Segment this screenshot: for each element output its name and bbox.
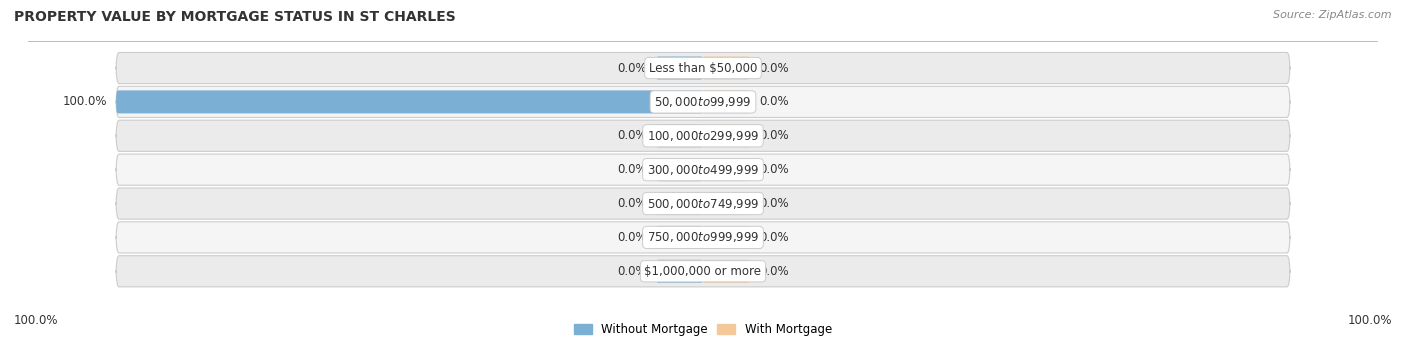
Text: $1,000,000 or more: $1,000,000 or more [644,265,762,278]
FancyBboxPatch shape [117,256,1289,287]
Text: 0.0%: 0.0% [759,163,789,176]
FancyBboxPatch shape [703,124,749,147]
Text: $500,000 to $749,999: $500,000 to $749,999 [647,196,759,210]
Text: $100,000 to $299,999: $100,000 to $299,999 [647,129,759,143]
FancyBboxPatch shape [703,260,749,283]
Text: 0.0%: 0.0% [759,61,789,75]
Text: 0.0%: 0.0% [759,95,789,108]
FancyBboxPatch shape [657,226,703,249]
Text: 0.0%: 0.0% [759,231,789,244]
Text: 0.0%: 0.0% [617,61,647,75]
Text: 0.0%: 0.0% [759,265,789,278]
FancyBboxPatch shape [117,120,1289,151]
Text: Source: ZipAtlas.com: Source: ZipAtlas.com [1274,10,1392,20]
Text: 100.0%: 100.0% [63,95,107,108]
Text: 0.0%: 0.0% [617,129,647,142]
FancyBboxPatch shape [703,158,749,181]
FancyBboxPatch shape [703,57,749,79]
FancyBboxPatch shape [703,192,749,215]
Text: $300,000 to $499,999: $300,000 to $499,999 [647,163,759,177]
FancyBboxPatch shape [117,53,1289,84]
Text: 0.0%: 0.0% [617,231,647,244]
FancyBboxPatch shape [117,86,1289,118]
FancyBboxPatch shape [657,260,703,283]
FancyBboxPatch shape [657,57,703,79]
FancyBboxPatch shape [703,90,749,114]
Text: $50,000 to $99,999: $50,000 to $99,999 [654,95,752,109]
Text: 0.0%: 0.0% [617,197,647,210]
Text: Less than $50,000: Less than $50,000 [648,61,758,75]
FancyBboxPatch shape [703,226,749,249]
FancyBboxPatch shape [657,158,703,181]
Text: PROPERTY VALUE BY MORTGAGE STATUS IN ST CHARLES: PROPERTY VALUE BY MORTGAGE STATUS IN ST … [14,10,456,24]
FancyBboxPatch shape [117,154,1289,185]
FancyBboxPatch shape [117,90,703,114]
Text: 100.0%: 100.0% [1347,314,1392,327]
Legend: Without Mortgage, With Mortgage: Without Mortgage, With Mortgage [569,318,837,341]
Text: 0.0%: 0.0% [617,265,647,278]
FancyBboxPatch shape [117,222,1289,253]
Text: $750,000 to $999,999: $750,000 to $999,999 [647,231,759,244]
Text: 100.0%: 100.0% [14,314,59,327]
Text: 0.0%: 0.0% [617,163,647,176]
FancyBboxPatch shape [117,188,1289,219]
FancyBboxPatch shape [657,124,703,147]
Text: 0.0%: 0.0% [759,197,789,210]
Text: 0.0%: 0.0% [759,129,789,142]
FancyBboxPatch shape [657,192,703,215]
